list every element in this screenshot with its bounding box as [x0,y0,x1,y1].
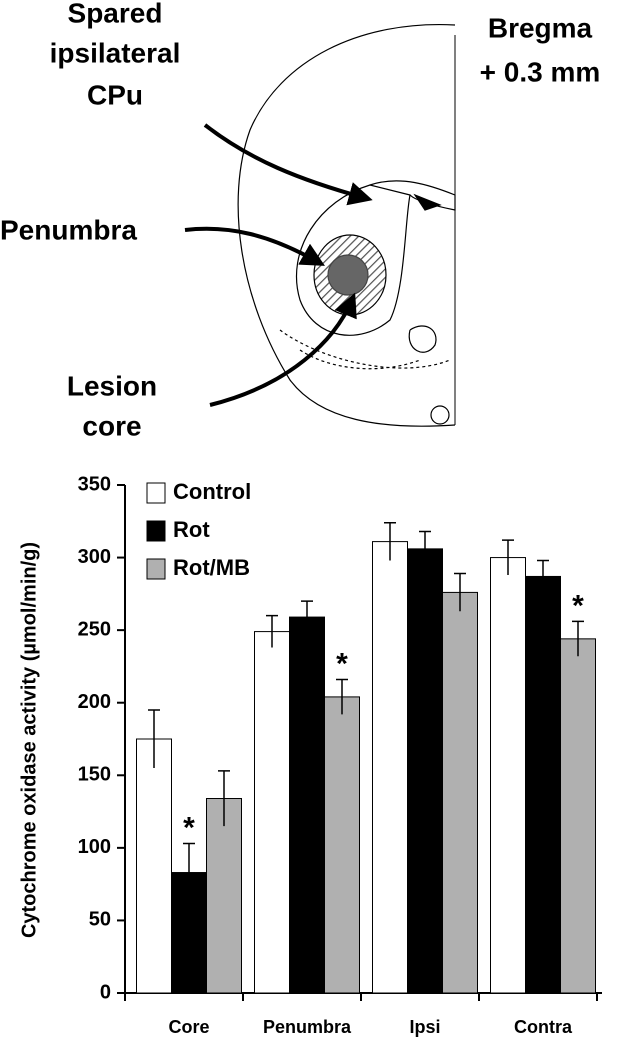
y-tick-label: 350 [78,473,111,495]
spared-label: CPu [87,79,143,110]
bar [560,638,596,994]
significance-marker: * [183,811,195,844]
bar [372,541,408,994]
error-bar [148,709,160,769]
y-axis-label: Cytochrome oxidase activity (µmol/min/g) [18,542,40,938]
error-bar [502,539,514,575]
x-tick-label: Ipsi [409,1017,440,1037]
error-bar [266,614,278,648]
legend-label: Rot/MB [173,555,250,580]
brain-diagram [184,23,456,427]
y-tick-label: 50 [89,909,111,931]
bar [289,616,325,994]
error-bar [384,521,396,561]
x-tick-label: Core [168,1017,209,1037]
core-label: core [82,410,141,441]
legend-swatch [146,558,166,580]
error-bar [419,530,431,567]
error-bar [537,559,549,593]
y-tick-label: 200 [78,691,111,713]
bar [324,696,360,994]
bar [525,575,561,994]
core-label: Lesion [67,370,157,401]
bar [254,631,290,994]
error-bar [218,770,230,827]
bar [206,798,242,994]
error-bar [183,842,195,902]
legend-label: Rot [173,517,210,542]
error-bar [301,600,313,634]
significance-marker: * [336,647,348,680]
error-bar [572,620,584,657]
y-tick-label: 150 [78,764,111,786]
error-bar [336,678,348,715]
bar [136,738,172,994]
y-tick-label: 0 [100,981,111,1003]
bregma-label: Bregma [488,12,593,43]
bar [442,591,478,994]
spared-label: ipsilateral [50,37,181,68]
penumbra-label: Penumbra [0,214,137,245]
y-tick-label: 300 [78,546,111,568]
bar [490,557,526,994]
x-tick-label: Penumbra [263,1017,352,1037]
spared-label: Spared [68,0,163,28]
x-tick-label: Contra [514,1017,573,1037]
legend-swatch [146,482,166,504]
significance-marker: * [572,589,584,622]
y-tick-label: 100 [78,836,111,858]
bregma-label: + 0.3 mm [480,56,601,87]
y-tick-label: 250 [78,618,111,640]
legend-swatch [146,520,166,542]
legend-label: Control [173,479,251,504]
error-bar [454,572,466,612]
bar [407,548,443,994]
